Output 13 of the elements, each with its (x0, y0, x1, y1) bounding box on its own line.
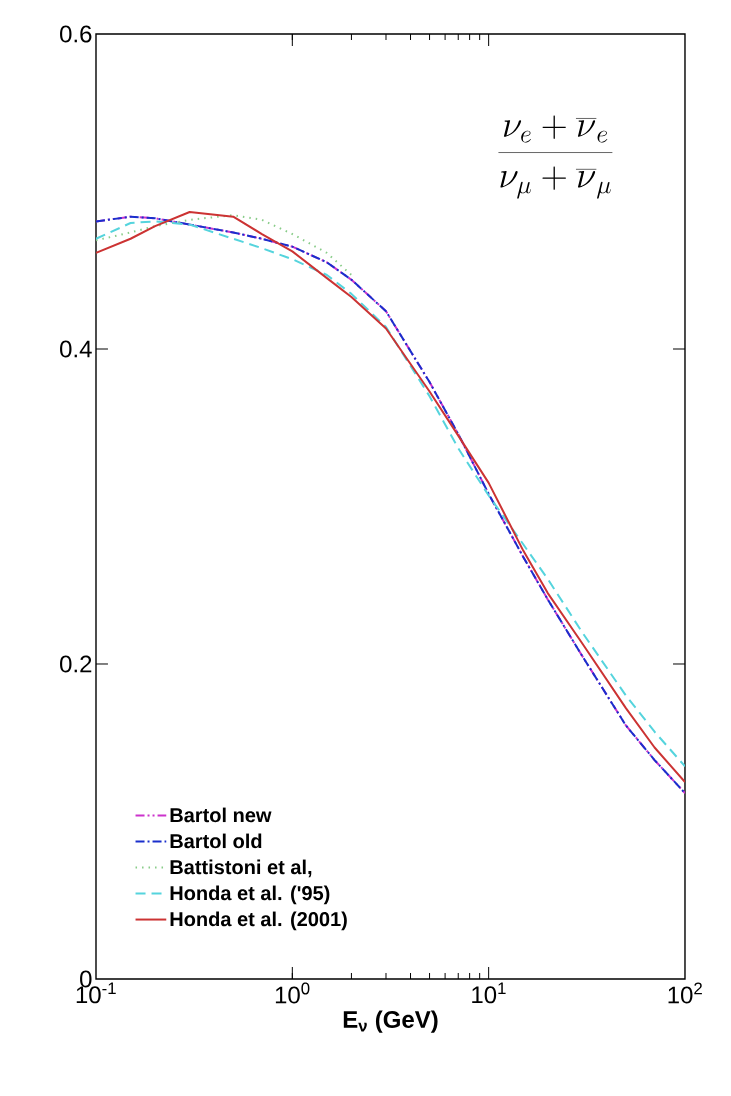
x-tick-label: 10$^{0}$ (275, 982, 310, 1004)
y-tick-label: 0.4 (60, 340, 92, 358)
y-tick-label: 0.2 (60, 655, 92, 673)
legend-label: Honda et al. ('95) (170, 885, 330, 905)
annotation: $\frac{\nu_e+\overline{\nu}_e}{\nu_\mu+\overline{\nu}_\mu}$ (498, 115, 613, 199)
legend-label: Bartol old (170, 833, 262, 849)
x-tick-label: 10$^{2}$ (668, 982, 702, 1004)
legend-label: Honda et al. (2001) (170, 911, 347, 931)
x-axis-title: E$_{ν}$ (GeV) (343, 1010, 438, 1033)
legend-label: Bartol new (170, 807, 272, 823)
legend-label: Battistoni et al, (170, 859, 312, 878)
x-tick-label: 10$^{1}$ (472, 982, 506, 1004)
y-tick-label: 0.6 (60, 25, 92, 43)
